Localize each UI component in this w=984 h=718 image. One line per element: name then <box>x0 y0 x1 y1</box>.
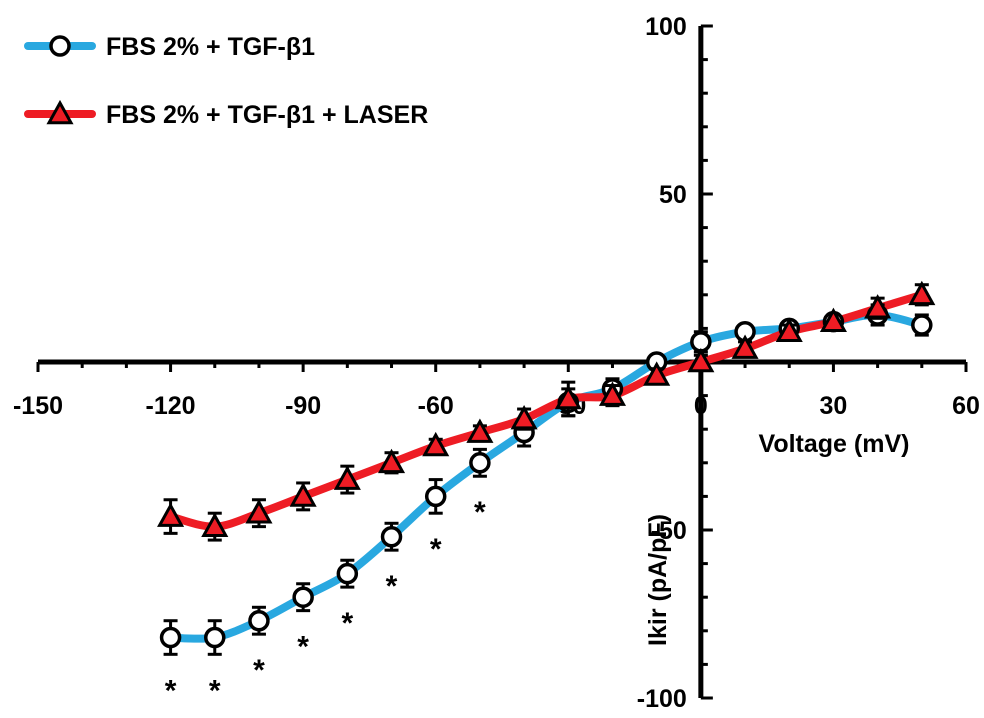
data-point <box>336 562 359 585</box>
x-tick-label: 60 <box>952 392 980 420</box>
significance-marker: * <box>341 607 353 640</box>
y-tick-label: 50 <box>659 181 687 209</box>
legend-label: FBS 2% + TGF-β1 + LASER <box>106 101 428 129</box>
x-tick-label: -90 <box>285 392 321 420</box>
data-point <box>204 626 226 649</box>
data-point <box>510 405 538 430</box>
data-point <box>687 347 715 373</box>
data-point <box>380 525 403 548</box>
significance-marker: * <box>165 674 177 707</box>
data-point <box>775 317 803 343</box>
data-point <box>598 381 627 406</box>
y-axis-title: Ikir (pA/pF) <box>644 514 672 646</box>
data-point <box>731 334 759 359</box>
significance-marker: * <box>386 570 398 603</box>
significance-marker: * <box>430 533 442 566</box>
series-line-2 <box>166 290 926 531</box>
data-point <box>908 280 936 306</box>
x-tick-label: -120 <box>146 392 196 420</box>
significance-marker: * <box>253 654 265 687</box>
data-point <box>864 294 892 319</box>
significance-marker: * <box>474 496 486 529</box>
series-2-points <box>157 280 936 542</box>
legend: FBS 2% + TGF-β1 FBS 2% + TGF-β1 + LASER <box>24 33 428 129</box>
data-point <box>911 314 933 336</box>
y-tick-label: -100 <box>637 685 687 713</box>
y-tick-label: -50 <box>651 517 687 545</box>
legend-label: FBS 2% + TGF-β1 <box>106 33 315 61</box>
legend-marker <box>49 35 71 57</box>
data-point <box>201 512 229 537</box>
legend-marker <box>46 99 74 125</box>
significance-marker: * <box>297 631 309 664</box>
data-point <box>422 431 450 457</box>
significance-marker: * <box>209 674 221 707</box>
x-tick-label: 0 <box>694 392 708 420</box>
data-point <box>424 485 447 508</box>
data-point <box>333 465 361 490</box>
series-1-points <box>159 303 933 656</box>
data-point <box>159 626 182 649</box>
data-point <box>157 502 185 527</box>
data-point <box>289 482 317 507</box>
data-point <box>554 384 582 410</box>
data-point <box>469 452 491 474</box>
y-tick-label: 100 <box>645 13 687 41</box>
x-tick-label: 30 <box>820 392 848 420</box>
x-tick-label: -60 <box>418 392 454 420</box>
x-axis-title: Voltage (mV) <box>759 430 910 458</box>
data-point <box>248 609 270 632</box>
data-point <box>245 499 273 524</box>
x-tick-label: -150 <box>13 392 63 420</box>
data-point <box>643 361 671 386</box>
data-point <box>819 307 847 332</box>
data-point <box>377 448 406 474</box>
data-point <box>466 418 494 443</box>
data-point <box>292 586 314 608</box>
